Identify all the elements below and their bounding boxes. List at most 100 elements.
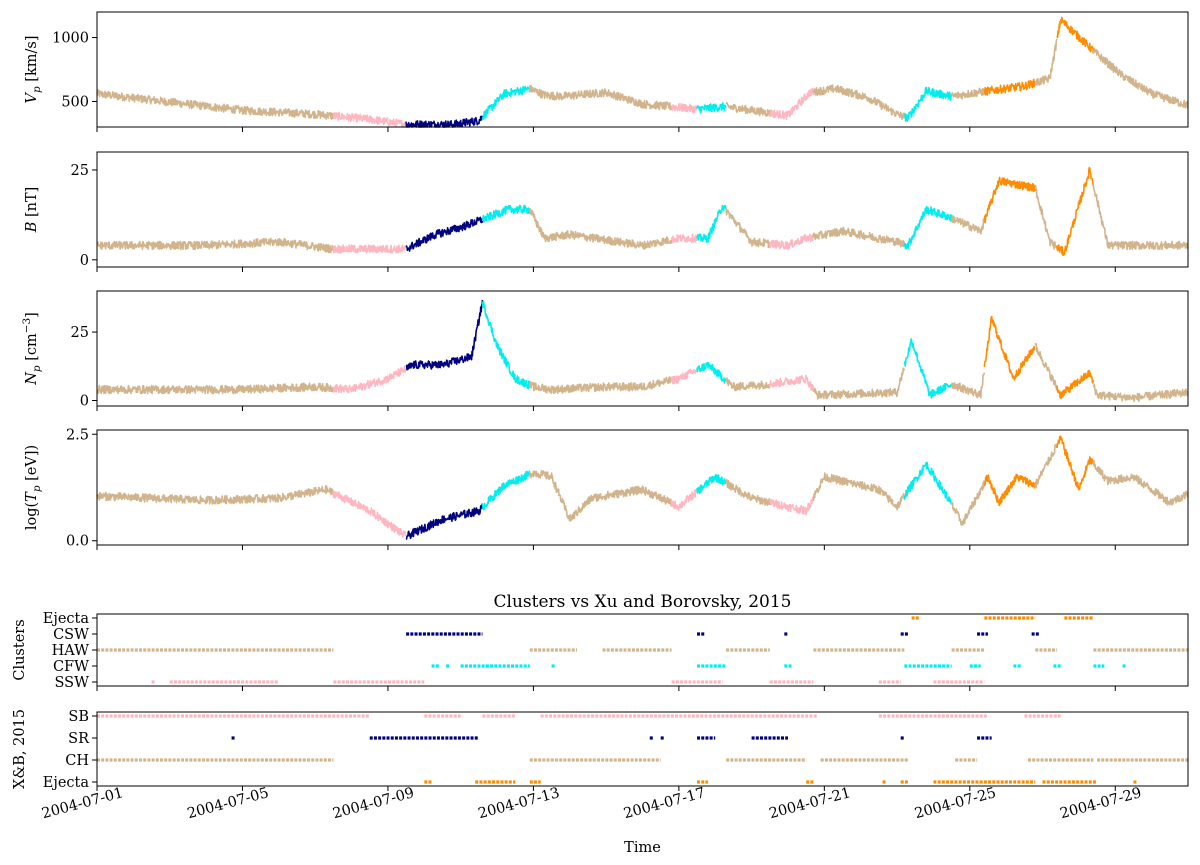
x-tick-label: 2004-07-25 [913, 785, 998, 822]
series-segment-cfw [903, 205, 953, 250]
panel-1: 0 25 B [nT] [24, 151, 1189, 272]
series-segment-ssw [332, 365, 407, 394]
series-segment-cfw [696, 102, 727, 114]
series-segment-cfw [696, 204, 727, 243]
series-segment-ssw [769, 233, 815, 250]
series-segment-ejecta [983, 473, 1036, 507]
y-tick-label: Ejecta [43, 611, 90, 627]
series-segment-haw [725, 377, 771, 392]
series-segment-haw [950, 215, 985, 235]
series-segment-ssw [332, 490, 407, 538]
panel-2: 0 25 Np [cm−3] [21, 290, 1189, 411]
series-segment-haw [950, 87, 986, 100]
y-axis-label: log(Tp [eV]) [24, 445, 43, 530]
series-segment-ejecta [983, 78, 1036, 96]
series-segment-haw [812, 84, 905, 120]
series-segment-ejecta [1056, 16, 1095, 54]
series-segment-haw [529, 208, 673, 250]
series-segment-haw [1092, 47, 1189, 109]
y-tick-label: Ejecta [43, 775, 90, 791]
x-tick-label: 2004-07-09 [331, 785, 416, 822]
y-axis-label: Clusters [12, 619, 28, 680]
x-tick-label: 2004-07-05 [186, 785, 271, 822]
chart-title: Clusters vs Xu and Borovsky, 2015 [494, 592, 792, 612]
series-segment-haw [96, 89, 334, 120]
series-segment-ejecta [983, 315, 1036, 381]
series-segment-haw [812, 367, 905, 400]
y-tick-label: 25 [71, 325, 89, 341]
series-segment-haw [1092, 184, 1189, 251]
series-segment-ssw [670, 233, 698, 244]
series-segment-haw [1034, 38, 1058, 86]
series-segment-haw [96, 485, 334, 505]
x-tick-label: 2004-07-29 [1058, 785, 1143, 822]
panel-0: 500 1000 Vp [km/s] [24, 11, 1189, 132]
y-tick-label: 25 [71, 163, 89, 179]
x-tick-label: 2004-07-21 [768, 785, 853, 822]
axes-frame [96, 429, 1189, 546]
axes-frame [96, 711, 1189, 787]
series-segment-ssw [769, 496, 815, 516]
y-tick-label: CH [65, 753, 89, 769]
series-segment-haw [1092, 383, 1189, 403]
series-segment-haw [950, 480, 986, 526]
series-segment-csw [405, 115, 484, 128]
series-segment-cfw [481, 470, 531, 511]
series-segment-cfw [903, 86, 953, 122]
series-segment-haw [725, 478, 771, 507]
y-tick-label: SR [68, 731, 90, 747]
series-segment-cfw [696, 361, 727, 384]
series-segment-ssw [670, 368, 698, 385]
y-tick-label: 0 [80, 253, 89, 269]
axes-frame [96, 290, 1189, 407]
y-tick-label: CSW [53, 627, 89, 643]
y-tick-label: CFW [53, 659, 89, 675]
series-segment-haw [529, 470, 673, 522]
y-tick-label: 500 [61, 94, 89, 110]
series-segment-haw [950, 372, 986, 399]
series-segment-haw [725, 208, 771, 249]
y-axis-label: Vp [km/s] [24, 36, 43, 104]
series-segment-csw [405, 503, 484, 540]
x-tick-label: 2004-07-17 [622, 785, 707, 822]
series-segment-cfw [481, 300, 531, 390]
y-tick-label: SB [68, 709, 89, 725]
series-segment-ejecta [1056, 369, 1095, 400]
series-segment-haw [725, 101, 771, 117]
series-segment-haw [812, 472, 905, 511]
axes-frame [96, 151, 1189, 268]
series-segment-ejecta [1056, 166, 1095, 256]
panel-3: 0.0 2.5 log(Tp [eV]) [24, 427, 1189, 550]
series-segment-ssw [332, 111, 407, 128]
series-segment-ejecta [983, 176, 1036, 224]
y-tick-label: 0.0 [66, 534, 89, 550]
y-tick-label: 0 [80, 394, 89, 410]
series-segment-csw [405, 216, 484, 252]
y-tick-label: SSW [54, 675, 89, 691]
y-tick-label: 1000 [52, 31, 89, 47]
series-segment-ssw [670, 488, 698, 512]
series-segment-haw [1092, 459, 1189, 506]
series-segment-haw [529, 84, 673, 111]
panel-5: SB SR CH Ejecta X&B, 2015 [12, 709, 1189, 791]
series-segment-ssw [670, 102, 698, 114]
y-tick-label: HAW [52, 643, 90, 659]
series-segment-haw [1034, 342, 1058, 391]
series-segment-ssw [332, 244, 407, 254]
series-segment-cfw [481, 204, 531, 223]
x-axis-label: Time [624, 840, 661, 856]
y-axis-label: B [nT] [24, 187, 40, 234]
series-segment-csw [405, 299, 484, 371]
y-axis-label: Np [cm−3] [21, 312, 43, 386]
series-segment-haw [96, 237, 334, 254]
series-segment-cfw [903, 461, 953, 505]
series-segment-haw [96, 382, 334, 395]
series-segment-haw [529, 376, 673, 395]
axes-frame [96, 613, 1189, 687]
series-segment-ssw [769, 374, 815, 392]
x-tick-label: 2004-07-13 [477, 785, 562, 822]
series-segment-cfw [903, 338, 953, 399]
y-axis-label: X&B, 2015 [12, 709, 28, 789]
series-segment-haw [1034, 184, 1058, 250]
